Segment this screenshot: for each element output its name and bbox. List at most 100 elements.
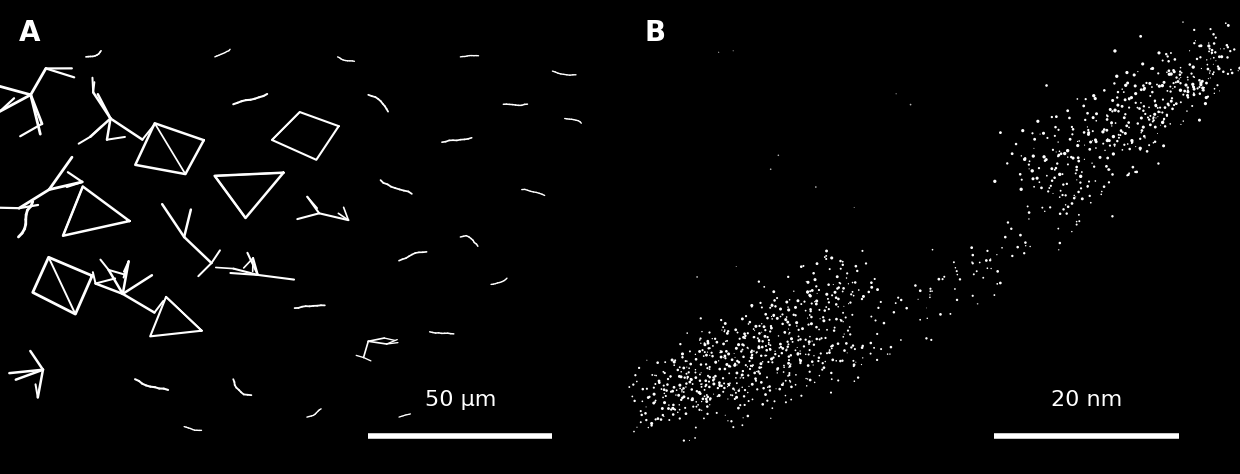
Point bbox=[760, 345, 780, 353]
Point bbox=[866, 317, 885, 324]
Point bbox=[848, 374, 868, 382]
Point bbox=[843, 357, 863, 365]
Point bbox=[790, 347, 810, 355]
Point bbox=[686, 366, 706, 374]
Point bbox=[738, 329, 758, 337]
Point bbox=[822, 342, 842, 349]
Point bbox=[789, 337, 808, 344]
Point bbox=[1073, 195, 1092, 202]
Point bbox=[820, 265, 839, 273]
Point bbox=[1048, 225, 1068, 232]
Point bbox=[702, 349, 722, 356]
Point bbox=[1063, 155, 1083, 162]
Point bbox=[653, 368, 673, 375]
Point bbox=[775, 329, 795, 337]
Point bbox=[838, 327, 858, 334]
Point bbox=[646, 416, 666, 423]
Point bbox=[1151, 121, 1171, 129]
Point bbox=[1094, 126, 1114, 133]
Point bbox=[815, 253, 835, 261]
Point bbox=[800, 338, 820, 346]
Point bbox=[1045, 174, 1065, 182]
Point bbox=[816, 255, 836, 263]
Point bbox=[811, 335, 831, 342]
Point bbox=[1058, 153, 1078, 161]
Point bbox=[681, 360, 701, 368]
Point bbox=[988, 268, 1008, 275]
Point bbox=[644, 391, 663, 398]
Point bbox=[1102, 108, 1122, 115]
Point bbox=[765, 350, 785, 358]
Point bbox=[1151, 104, 1171, 111]
Point bbox=[665, 361, 684, 369]
Point bbox=[733, 371, 753, 379]
Point bbox=[826, 301, 846, 308]
Point bbox=[1192, 65, 1211, 73]
Point bbox=[1112, 128, 1132, 136]
Point bbox=[962, 244, 982, 252]
Point bbox=[760, 387, 780, 394]
Point bbox=[707, 409, 727, 417]
Point bbox=[1047, 148, 1066, 156]
Point bbox=[987, 280, 1007, 288]
Point bbox=[683, 380, 703, 388]
Point bbox=[725, 362, 745, 369]
Point bbox=[852, 295, 872, 303]
Point bbox=[751, 360, 771, 367]
Point bbox=[712, 348, 732, 356]
Point bbox=[804, 352, 823, 359]
Point bbox=[796, 278, 816, 285]
Point bbox=[1153, 116, 1173, 124]
Point bbox=[1111, 128, 1131, 136]
Point bbox=[944, 258, 963, 266]
Point bbox=[897, 304, 916, 312]
Point bbox=[715, 365, 735, 373]
Point bbox=[1199, 47, 1219, 55]
Point bbox=[770, 385, 790, 393]
Point bbox=[697, 403, 717, 410]
Point bbox=[725, 395, 745, 403]
Point bbox=[1021, 243, 1040, 250]
Point bbox=[1071, 173, 1091, 180]
Point bbox=[646, 380, 666, 388]
Point bbox=[1133, 123, 1153, 131]
Point bbox=[1013, 127, 1033, 135]
Point bbox=[818, 295, 838, 303]
Point bbox=[750, 370, 770, 377]
Point bbox=[637, 385, 657, 392]
Point bbox=[1138, 114, 1158, 121]
Point bbox=[743, 363, 763, 370]
Point bbox=[1131, 145, 1151, 152]
Point bbox=[732, 371, 751, 379]
Point bbox=[1143, 115, 1163, 122]
Point bbox=[696, 377, 715, 384]
Point bbox=[632, 398, 652, 405]
Point bbox=[755, 391, 775, 398]
Point bbox=[1183, 81, 1203, 88]
Point bbox=[753, 337, 773, 345]
Point bbox=[641, 422, 661, 429]
Point bbox=[1209, 65, 1229, 73]
Point bbox=[773, 320, 792, 328]
Point bbox=[1137, 147, 1157, 155]
Point bbox=[1127, 168, 1147, 176]
Point bbox=[800, 376, 820, 384]
Point bbox=[797, 289, 817, 296]
Point bbox=[920, 287, 940, 295]
Point bbox=[748, 335, 768, 342]
Point bbox=[1066, 176, 1086, 183]
Point bbox=[807, 290, 827, 297]
Point bbox=[723, 392, 743, 399]
Point bbox=[910, 287, 930, 294]
Point bbox=[694, 339, 714, 347]
Point bbox=[852, 344, 872, 352]
Point bbox=[751, 352, 771, 360]
Point bbox=[745, 327, 765, 334]
Point bbox=[689, 336, 709, 344]
Point bbox=[1140, 141, 1159, 149]
Point bbox=[712, 353, 732, 361]
Point bbox=[805, 276, 825, 283]
Point bbox=[1171, 121, 1190, 128]
Point bbox=[1189, 83, 1209, 91]
Point bbox=[1059, 114, 1079, 122]
